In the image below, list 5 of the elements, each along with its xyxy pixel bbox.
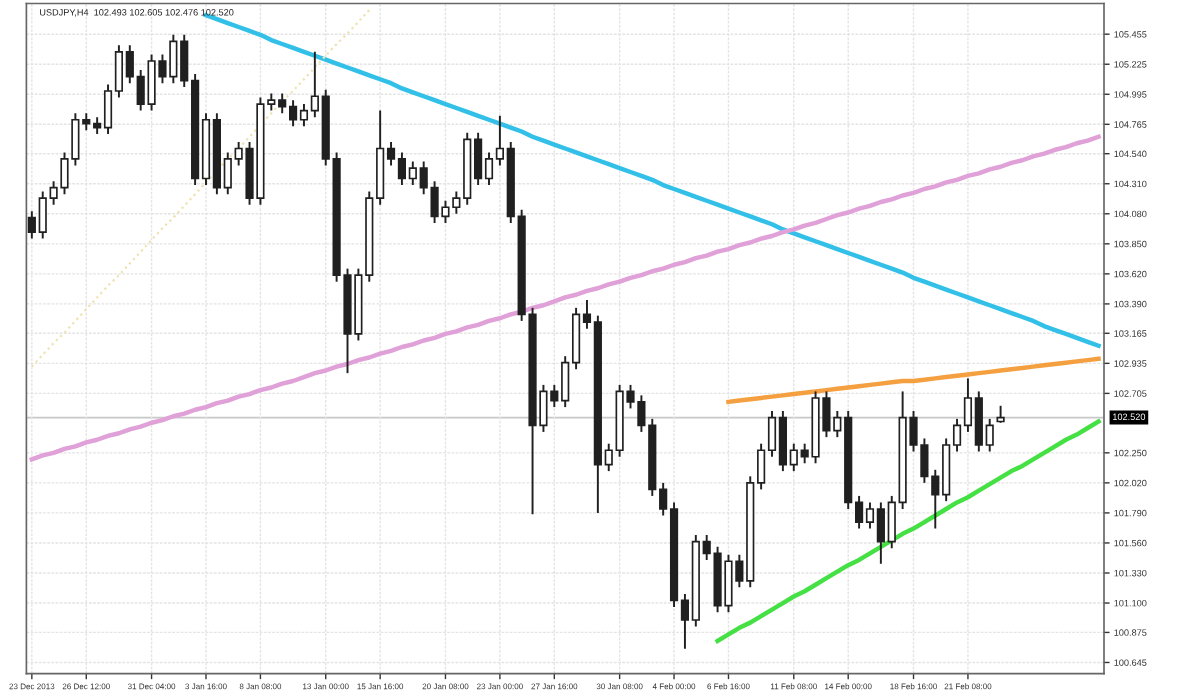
line-series bbox=[715, 419, 1101, 644]
line-series bbox=[30, 8, 371, 368]
line-series bbox=[726, 356, 1101, 405]
line-series bbox=[203, 13, 1101, 348]
line-series bbox=[29, 134, 1101, 462]
